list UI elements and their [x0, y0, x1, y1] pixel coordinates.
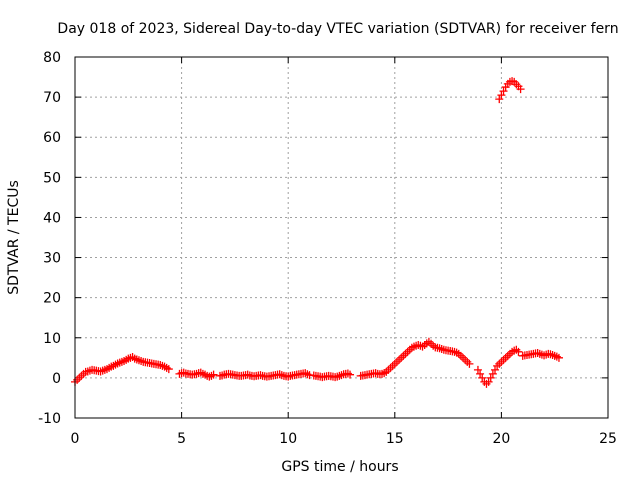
data-point — [499, 87, 508, 96]
data-point — [392, 357, 401, 366]
chart-title: Day 018 of 2023, Sidereal Day-to-day VTE… — [57, 21, 618, 37]
data-point — [497, 91, 506, 100]
data-point — [482, 379, 491, 388]
data-point — [465, 359, 474, 368]
data-point — [346, 370, 355, 379]
data-point — [501, 353, 510, 362]
x-tick-label: 20 — [492, 431, 510, 447]
y-tick-label: 0 — [52, 371, 61, 387]
data-point — [73, 375, 82, 384]
data-point — [493, 361, 502, 370]
data-point — [301, 369, 310, 378]
data-point — [201, 370, 210, 379]
data-point — [343, 369, 352, 378]
data-point — [275, 370, 284, 379]
data-point — [395, 355, 404, 364]
data-point — [503, 351, 512, 360]
data-point — [459, 353, 468, 362]
data-point — [499, 355, 508, 364]
x-tick-label: 15 — [386, 431, 404, 447]
data-point — [497, 357, 506, 366]
data-point — [209, 370, 218, 379]
data-point — [535, 349, 544, 358]
data-point — [256, 371, 265, 380]
data-point — [516, 85, 525, 94]
data-point — [478, 373, 487, 382]
data-point — [427, 339, 436, 348]
data-point — [401, 349, 410, 358]
data-point — [207, 371, 216, 380]
data-point — [486, 373, 495, 382]
data-point — [164, 365, 173, 374]
x-axis-label: GPS time / hours — [281, 459, 398, 475]
y-tick-label: 80 — [43, 50, 61, 66]
data-point — [399, 351, 408, 360]
data-point — [437, 345, 446, 354]
data-point — [554, 353, 563, 362]
data-point — [378, 369, 387, 378]
y-tick-label: 40 — [43, 210, 61, 226]
data-point — [488, 369, 497, 378]
y-tick-label: 60 — [43, 130, 61, 146]
data-point — [390, 359, 399, 368]
data-point — [179, 368, 188, 377]
data-point — [461, 355, 470, 364]
y-tick-label: -10 — [38, 411, 61, 427]
data-point — [450, 347, 459, 356]
data-point — [476, 369, 485, 378]
data-point — [284, 372, 293, 381]
data-point — [514, 347, 523, 356]
x-tick-label: 0 — [71, 431, 80, 447]
data-point — [75, 373, 84, 382]
x-tick-label: 5 — [177, 431, 186, 447]
data-point — [371, 369, 380, 378]
tick-labels: 0 5 10 15 20 25 -10 0 10 20 30 40 50 60 70 80 — [38, 50, 617, 447]
data-point — [463, 357, 472, 366]
data-point — [397, 353, 406, 362]
x-tick-label: 25 — [599, 431, 617, 447]
data-point — [386, 363, 395, 372]
y-tick-label: 50 — [43, 170, 61, 186]
y-tick-label: 10 — [43, 331, 61, 347]
data-point — [491, 365, 500, 374]
x-tick-label: 10 — [279, 431, 297, 447]
data-point — [495, 95, 504, 104]
y-tick-label: 30 — [43, 251, 61, 267]
data-point — [550, 351, 559, 360]
data-point — [403, 347, 412, 356]
data-points — [71, 77, 563, 388]
y-tick-label: 70 — [43, 90, 61, 106]
y-tick-label: 20 — [43, 291, 61, 307]
data-point — [335, 371, 344, 380]
data-point — [303, 370, 312, 379]
data-point — [495, 359, 504, 368]
data-point — [337, 371, 346, 380]
data-point — [512, 345, 521, 354]
data-point — [277, 371, 286, 380]
plot-frame — [74, 56, 609, 419]
data-point — [473, 365, 482, 374]
data-point — [77, 371, 86, 380]
y-axis-label: SDTVAR / TECUs — [6, 180, 22, 295]
data-point — [484, 377, 493, 386]
data-point — [388, 361, 397, 370]
data-point — [218, 371, 227, 380]
